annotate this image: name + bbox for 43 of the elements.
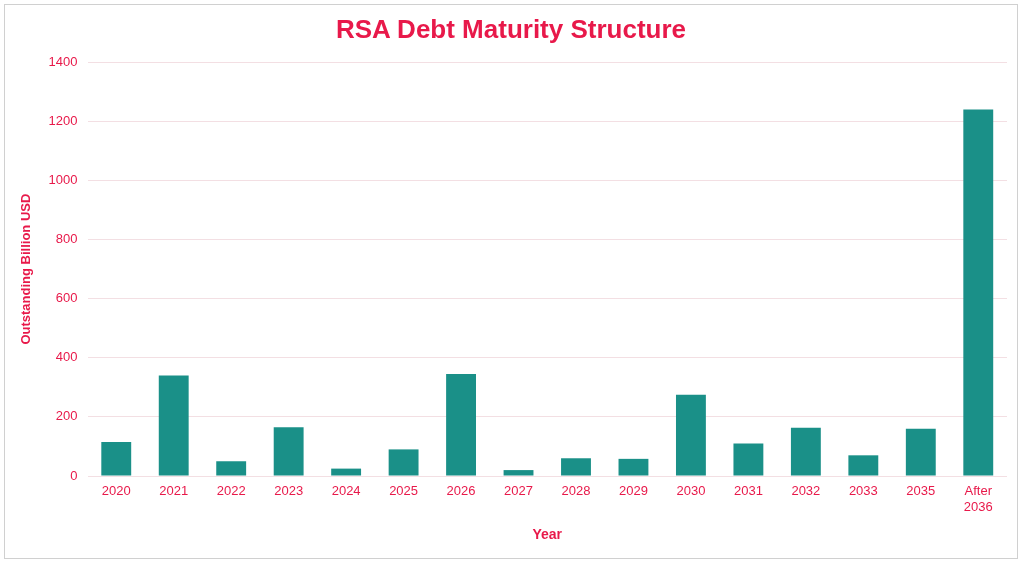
bar <box>446 374 476 476</box>
bar <box>273 427 304 476</box>
x-tick-label: 2029 <box>619 483 648 499</box>
bar <box>733 443 764 476</box>
x-axis-title: Year <box>532 526 563 543</box>
y-tick-label: 200 <box>55 408 78 424</box>
x-tick-label: 2024 <box>331 483 361 499</box>
y-tick-label: 600 <box>55 290 78 306</box>
x-tick-label: 2020 <box>101 483 131 499</box>
y-tick-label: 0 <box>70 467 78 483</box>
x-tick-label: 2023 <box>274 483 304 499</box>
x-tick-label: 2027 <box>504 483 533 499</box>
x-tick-label: 2033 <box>848 483 878 499</box>
y-tick-label: 1200 <box>48 112 78 128</box>
bar <box>101 442 132 476</box>
x-tick-label: 2035 <box>906 483 936 499</box>
bar <box>388 449 419 476</box>
bar <box>790 427 821 476</box>
x-tick-label: 2022 <box>216 483 246 499</box>
x-tick-label: 2031 <box>733 483 763 499</box>
bar <box>503 470 534 476</box>
x-tick-label: 2026 <box>446 483 476 499</box>
x-tick-label: 2025 <box>389 483 419 499</box>
bar <box>848 455 879 476</box>
bar <box>905 428 936 476</box>
y-tick-label: 1400 <box>48 53 78 69</box>
chart-title: RSA Debt Maturity Structure <box>335 13 687 44</box>
bar <box>158 375 189 476</box>
x-tick-label: 2028 <box>561 483 591 499</box>
bar <box>561 458 591 476</box>
y-axis-title: Outstanding Billion USD <box>18 193 34 345</box>
y-tick-label: 400 <box>55 349 78 365</box>
x-tick-label: 2032 <box>791 483 821 499</box>
x-tick-label: 2021 <box>159 483 189 499</box>
y-tick-label: 1000 <box>48 172 78 188</box>
bar <box>618 458 649 476</box>
bar <box>216 461 247 476</box>
bar <box>963 109 994 476</box>
x-tick-label: 2030 <box>676 483 706 499</box>
y-tick-label: 800 <box>55 231 78 247</box>
bar <box>331 468 362 476</box>
x-tick-label: After 2036 <box>963 483 993 514</box>
bar <box>675 394 706 476</box>
